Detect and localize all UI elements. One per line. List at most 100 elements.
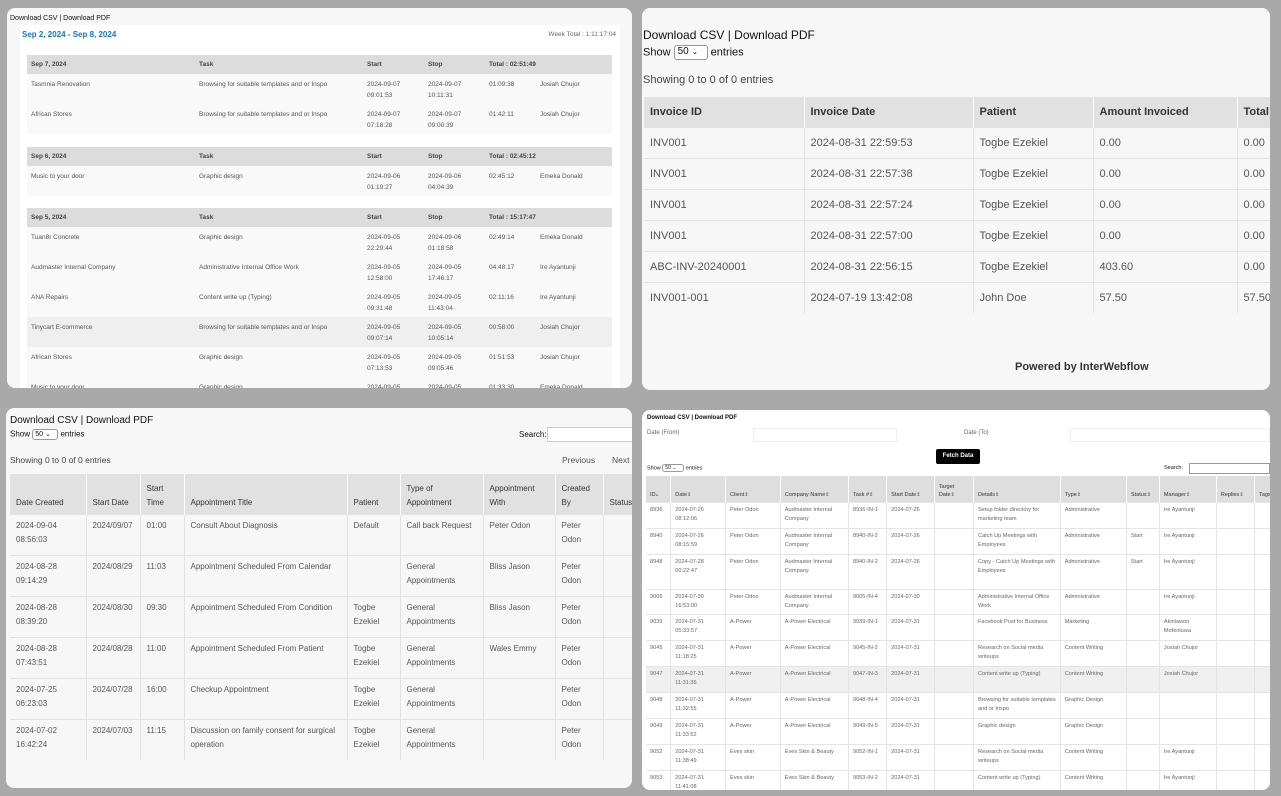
table-cell: Audmaster Internal Company (780, 553, 849, 589)
fetch-data-button[interactable]: Fetch Data (936, 449, 980, 464)
table-row[interactable]: 8936 2024-07-26 08:12:06 Peter Odon Audmast… (646, 501, 1270, 528)
entry-task: Browsing for suitable templates and or I… (195, 104, 363, 134)
download-links[interactable]: Download CSV | Download PDF (643, 28, 815, 42)
previous-button[interactable]: Previous (562, 455, 596, 465)
sort-icon: ⇕ (950, 491, 955, 498)
column-header[interactable]: Amount Invoiced (1093, 97, 1238, 127)
download-links[interactable]: Download CSV | Download PDF (10, 415, 154, 426)
next-button[interactable]: Next (612, 455, 630, 465)
column-header[interactable]: Status⇕ (1126, 476, 1160, 502)
table-cell: INV001 (644, 219, 805, 251)
time-entry-row[interactable]: Audmaster Internal Company Administrative… (27, 257, 612, 287)
column-header[interactable]: ID▴ (646, 476, 672, 502)
table-cell: 0.00 (1237, 188, 1270, 220)
column-header[interactable]: Status (603, 474, 632, 514)
entry-stop: 2024-09-05 09:05:46 (424, 347, 485, 377)
table-row[interactable]: 9039 2024-07-31 05:33:57 A-Power A-Power El… (646, 613, 1270, 640)
entries-label: entries (710, 46, 744, 59)
time-entry-row[interactable]: Tinycart E-commerce Browsing for suitable… (27, 317, 612, 347)
appointments-table: Date Created Start Date Start Time Appointm… (10, 474, 632, 760)
time-entry-row[interactable]: Music to your door Graphic design 2024-09-… (27, 166, 612, 196)
table-cell: 9053 (646, 769, 672, 790)
table-cell: 9047 (646, 665, 672, 692)
table-row[interactable]: ABC-INV-20240001 2024-08-31 22:56:15 Togbe… (644, 250, 1270, 282)
table-cell: 2024/09/07 (86, 513, 141, 555)
column-label: Amount Invoiced (1099, 106, 1189, 118)
show-label: Show (643, 46, 671, 59)
column-header[interactable]: Start Date⇕ (886, 476, 935, 502)
powered-by[interactable]: Powered by InterWebflow (1015, 361, 1149, 373)
column-header[interactable]: Tags⇕ (1254, 476, 1270, 502)
sort-asc-icon: ▴ (655, 491, 659, 498)
column-header[interactable]: Appointment Title (184, 474, 348, 514)
table-cell: 09:30 (140, 595, 185, 637)
table-row[interactable]: INV001 2024-08-31 22:57:24 Togbe Ezekiel 0.… (644, 188, 1270, 220)
table-cell: Peter Odon (725, 527, 781, 554)
column-header[interactable]: Start Time (140, 474, 185, 514)
search-input[interactable] (547, 427, 632, 442)
download-links[interactable]: Download CSV | Download PDF (10, 15, 111, 22)
time-entry-row[interactable]: Tasmnia Renovation Browsing for suitable … (27, 74, 612, 104)
column-header[interactable]: Task #⇕ (848, 476, 888, 502)
column-header[interactable]: Invoice Date (804, 97, 974, 127)
column-header[interactable]: Type⇕ (1060, 476, 1127, 502)
column-header[interactable]: Invoice ID (644, 97, 805, 127)
page-size-select[interactable]: 50 ⌄ (32, 429, 59, 440)
table-row[interactable]: INV001 2024-08-31 22:57:38 Togbe Ezekiel 0.… (644, 157, 1270, 189)
search-input[interactable] (1189, 463, 1270, 474)
time-entry-row[interactable]: African Stores Graphic design 2024-09-05 0… (27, 347, 612, 377)
time-entry-row[interactable]: Music to your door Graphic design 2024-09-… (27, 377, 612, 388)
column-header[interactable]: Target Date⇕ (934, 476, 974, 502)
date-from-input[interactable] (753, 428, 897, 442)
table-row[interactable]: 2024-08-28 08:39:20 2024/08/30 09:30 Appoin… (10, 595, 632, 637)
table-row[interactable]: 2024-08-28 07:43:51 2024/08/28 11:00 Appoin… (10, 636, 632, 678)
column-header[interactable]: Patient (347, 474, 401, 514)
table-row[interactable]: 2024-08-28 09:14:29 2024/08/29 11:03 Appoin… (10, 554, 632, 596)
table-cell (603, 636, 632, 678)
column-header[interactable]: Client⇕ (725, 476, 781, 502)
table-row[interactable]: 8940 2024-07-26 08:15:59 Peter Odon Audmast… (646, 527, 1270, 554)
column-header[interactable]: Type of Appointment (400, 474, 484, 514)
column-header[interactable]: Start Date (86, 474, 141, 514)
table-cell: A-Power Electrical (780, 613, 849, 640)
entry-start: 2024-09-05 09:31:48 (363, 287, 424, 317)
table-row[interactable]: 9049 2024-07-31 11:33:52 A-Power A-Power El… (646, 717, 1270, 744)
time-entry-row[interactable]: ANA Repairs Content write up (Typing) 2024… (27, 287, 612, 317)
column-header[interactable]: Manager⇕ (1159, 476, 1217, 502)
table-row[interactable]: 9005 2024-07-30 16:53:00 Peter Odon Audmast… (646, 588, 1270, 614)
time-entry-row[interactable]: Tuan8r Concrete Graphic design 2024-09-05 … (27, 227, 612, 257)
entry-task: Administrative Internal Office Work (195, 257, 363, 287)
table-cell: General Appointments (400, 595, 484, 637)
table-row[interactable]: 2024-09-04 08:56:03 2024/09/07 01:00 Consul… (10, 513, 632, 555)
table-row[interactable]: INV001 2024-08-31 22:57:00 Togbe Ezekiel 0.… (644, 219, 1270, 251)
column-header[interactable]: Created By (555, 474, 604, 514)
column-header[interactable]: Total (1237, 97, 1270, 127)
column-header[interactable]: Date Created (10, 474, 87, 514)
table-cell: Peter Odon (483, 513, 556, 555)
table-row[interactable]: 9047 2024-07-31 11:31:35 A-Power A-Power El… (646, 665, 1270, 692)
table-row[interactable]: 8948 2024-07-28 00:22:47 Peter Odon Audmast… (646, 553, 1270, 589)
table-row[interactable]: 9048 2024-07-31 11:32:55 A-Power A-Power El… (646, 691, 1270, 718)
column-header[interactable]: Appointment With (483, 474, 556, 514)
column-header[interactable]: Replies⇕ (1216, 476, 1255, 502)
table-cell (1216, 553, 1255, 589)
time-entry-row[interactable]: African Stores Browsing for suitable temp… (27, 104, 612, 134)
column-header[interactable]: Date⇕ (670, 476, 727, 502)
column-header[interactable]: Patient (973, 97, 1094, 127)
page-size-select[interactable]: 50 ⌄ (662, 464, 685, 472)
table-row[interactable]: 9052 2024-07-31 11:38:49 Eves skin Eves Ski… (646, 743, 1270, 770)
table-row[interactable]: 9053 2024-07-31 11:41:08 Eves skin Eves Ski… (646, 769, 1270, 790)
table-cell (934, 588, 974, 614)
table-row[interactable]: 2024-07-02 16:42:24 2024/07/03 11:15 Discus… (10, 718, 632, 760)
table-row[interactable]: INV001 2024-08-31 22:59:53 Togbe Ezekiel 0.… (644, 126, 1270, 158)
table-row[interactable]: 9045 2024-07-31 11:18:25 A-Power A-Power El… (646, 639, 1270, 666)
page-size-select[interactable]: 50 ⌄ (673, 45, 708, 60)
table-row[interactable]: INV001-001 2024-07-19 13:42:08 John Doe 57.… (644, 281, 1270, 313)
date-to-input[interactable] (1070, 428, 1270, 442)
download-links[interactable]: Download CSV | Download PDF (647, 415, 738, 421)
column-header[interactable]: Details⇕ (973, 476, 1061, 502)
column-header[interactable]: Company Name⇕ (780, 476, 849, 502)
table-row[interactable]: 2024-07-25 06:23:03 2024/07/28 16:00 Checku… (10, 677, 632, 719)
entry-client: Tasmnia Renovation (27, 74, 195, 104)
entry-stop: 2024-09-05 (424, 377, 485, 388)
